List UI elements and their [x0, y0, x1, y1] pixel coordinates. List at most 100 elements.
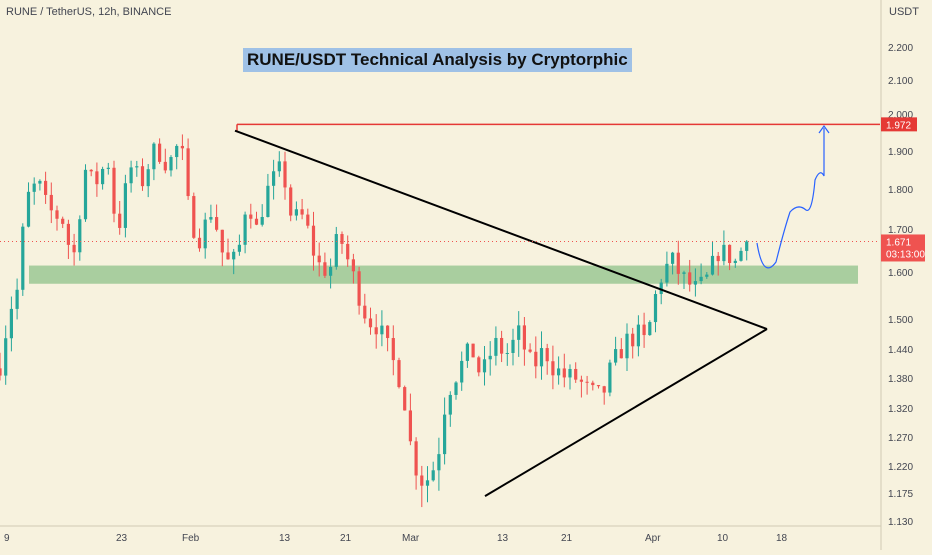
- time-tick-label: 21: [340, 533, 352, 544]
- triangle-lower-line: [484, 328, 768, 497]
- price-tick-label: 1.175: [888, 489, 913, 500]
- candle-body: [226, 252, 230, 260]
- price-tick-label: 1.500: [888, 315, 913, 326]
- candle-body: [346, 243, 350, 260]
- candle-body: [192, 196, 196, 238]
- time-tick-label: 23: [116, 533, 128, 544]
- candle-body: [351, 259, 355, 272]
- candle-body: [61, 218, 65, 224]
- candle-body: [494, 337, 498, 356]
- candle-body: [243, 214, 247, 245]
- price-tick-label: 1.320: [888, 404, 913, 415]
- candle-body: [55, 210, 59, 219]
- candle-body: [653, 294, 658, 323]
- projection-arrow: [818, 124, 830, 134]
- candle-body: [619, 349, 623, 359]
- candle-body: [397, 360, 401, 388]
- price-tick-label: 1.700: [888, 225, 913, 236]
- candle-body: [420, 475, 424, 486]
- candle-body: [500, 337, 504, 354]
- candle-body: [414, 441, 418, 476]
- price-tick-label: 1.220: [888, 462, 913, 473]
- candle-body: [317, 255, 321, 263]
- current-price-tag: [881, 234, 925, 262]
- candle-body: [215, 217, 219, 230]
- candle-body: [728, 244, 732, 264]
- candle-body: [38, 180, 42, 184]
- candle-body: [602, 386, 606, 393]
- candle-body: [300, 209, 304, 215]
- candle-body: [528, 349, 532, 352]
- chart-title: RUNE/USDT Technical Analysis by Cryptorp…: [243, 48, 632, 72]
- time-tick-label: 18: [776, 533, 788, 544]
- candle-body: [123, 183, 127, 228]
- candle-body: [665, 263, 669, 283]
- candle-body: [386, 325, 390, 339]
- candle-body: [340, 234, 344, 244]
- candle-body: [745, 241, 749, 251]
- candle-body: [72, 244, 76, 253]
- candle-body: [21, 226, 25, 290]
- candle-body: [158, 143, 162, 162]
- candle-body: [209, 217, 213, 220]
- candle-body: [591, 382, 595, 386]
- candle-body: [0, 368, 2, 376]
- candle-body: [614, 349, 618, 363]
- candle-body: [688, 272, 692, 285]
- candle-body: [437, 454, 441, 471]
- candle-body: [254, 218, 259, 225]
- price-tick-label: 1.900: [888, 147, 913, 158]
- current-price-label: 1.671: [886, 237, 911, 248]
- candle-body: [357, 271, 361, 306]
- projection-path: [756, 128, 825, 269]
- candle-body: [608, 362, 612, 393]
- candle-body: [237, 244, 241, 252]
- candle-body: [283, 161, 287, 188]
- candle-body: [140, 166, 145, 187]
- candle-body: [693, 281, 697, 285]
- candle-body: [106, 167, 110, 169]
- candle-body: [671, 252, 675, 264]
- candle-body: [294, 209, 298, 216]
- candle-body: [585, 381, 589, 383]
- candle-body: [482, 359, 487, 373]
- candle-body: [682, 272, 686, 274]
- candle-body: [249, 214, 253, 219]
- candle-body: [534, 351, 538, 367]
- time-tick-label: 13: [497, 533, 509, 544]
- candle-body: [460, 360, 464, 383]
- candle-body: [517, 325, 521, 340]
- candle-body: [49, 194, 53, 211]
- candle-body: [101, 168, 105, 185]
- time-tick-label: 21: [561, 533, 573, 544]
- candle-body: [710, 255, 715, 275]
- price-tick-label: 1.380: [888, 374, 913, 385]
- candle-body: [448, 394, 452, 415]
- price-tick-label: 1.600: [888, 268, 913, 279]
- candle-body: [733, 260, 737, 264]
- candle-body: [676, 252, 680, 274]
- symbol-header: RUNE / TetherUS, 12h, BINANCE: [6, 6, 172, 18]
- price-tick-label: 2.200: [888, 43, 913, 54]
- candle-body: [636, 324, 640, 347]
- candle-body: [203, 219, 207, 249]
- candle-body: [403, 387, 407, 411]
- candle-body: [4, 338, 8, 376]
- candle-body: [511, 339, 515, 353]
- candle-body: [146, 169, 150, 187]
- price-tick-label: 1.800: [888, 185, 913, 196]
- candle-body: [374, 327, 378, 335]
- candle-body: [705, 274, 709, 277]
- price-tick-label: 2.100: [888, 76, 913, 87]
- candle-body: [129, 167, 133, 184]
- candle-body: [425, 480, 430, 486]
- candle-body: [306, 214, 310, 226]
- candle-body: [232, 251, 236, 260]
- candle-body: [631, 333, 635, 347]
- resistance-price-tag: [881, 117, 917, 132]
- candle-body: [642, 324, 646, 336]
- candle-body: [180, 145, 184, 149]
- candle-body: [391, 338, 395, 361]
- candle-body: [488, 355, 492, 360]
